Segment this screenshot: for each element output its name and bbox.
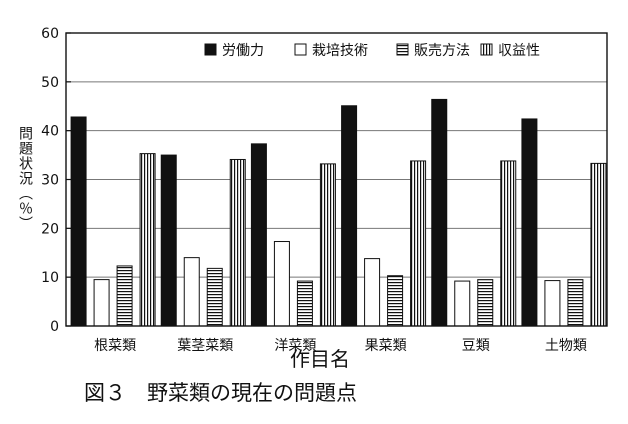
legend-swatch <box>294 43 307 56</box>
axes: 0 10 20 30 40 50 60 根菜類 葉茎菜類 洋菜類 果菜類 豆類 土物類 <box>41 26 608 354</box>
y-tick-label: 50 <box>41 75 59 91</box>
legend-swatch <box>204 43 217 56</box>
legend-label: 収益性 <box>498 43 540 59</box>
bar <box>93 279 110 327</box>
bar <box>160 154 177 327</box>
y-tick-label: 30 <box>41 173 59 189</box>
bar <box>477 279 494 327</box>
grid-lines <box>66 81 607 278</box>
bar <box>183 257 200 327</box>
bar <box>70 116 87 327</box>
bar <box>431 98 448 327</box>
bar <box>229 158 246 327</box>
y-tick-label: 40 <box>41 124 59 140</box>
y-tick-label: 10 <box>41 270 59 286</box>
y-axis-label-wrap: 問題状況（％） <box>14 78 36 278</box>
bar <box>296 280 313 327</box>
legend: 労働力 栽培技術 販売方法 収益性 <box>204 43 540 59</box>
y-tick-label: 0 <box>50 319 59 335</box>
bar <box>319 163 336 327</box>
x-category-label: 洋菜類 <box>274 338 316 354</box>
legend-label: 労働力 <box>222 43 264 59</box>
bar <box>500 160 517 327</box>
bars <box>70 98 607 327</box>
legend-label: 販売方法 <box>414 43 470 59</box>
x-axis-label: 作目名 <box>290 347 350 371</box>
bar <box>454 280 471 327</box>
x-category-label: 豆類 <box>462 338 490 354</box>
y-tick-label: 60 <box>41 26 59 42</box>
plot-frame <box>65 32 608 327</box>
bar <box>116 265 133 327</box>
x-category-label: 果菜類 <box>365 338 407 354</box>
bar <box>410 160 427 327</box>
bar <box>139 153 156 327</box>
y-axis-label: 問題状況（％） <box>17 125 33 231</box>
bar <box>544 280 561 327</box>
figure-caption: 図３ 野菜類の現在の問題点 <box>84 381 357 405</box>
bar <box>567 279 584 327</box>
bar <box>521 118 538 327</box>
bar <box>206 267 223 327</box>
bar <box>250 143 267 327</box>
bar <box>364 258 381 327</box>
x-category-label: 葉茎菜類 <box>177 338 233 354</box>
bar <box>387 275 404 327</box>
bar <box>590 162 607 327</box>
legend-swatch <box>480 43 493 56</box>
y-tick-label: 20 <box>41 221 59 237</box>
legend-swatch <box>396 43 409 56</box>
bar <box>341 105 358 327</box>
bar <box>273 241 290 327</box>
x-category-label: 土物類 <box>545 338 587 354</box>
x-category-label: 根菜類 <box>94 338 136 354</box>
legend-label: 栽培技術 <box>312 43 368 59</box>
